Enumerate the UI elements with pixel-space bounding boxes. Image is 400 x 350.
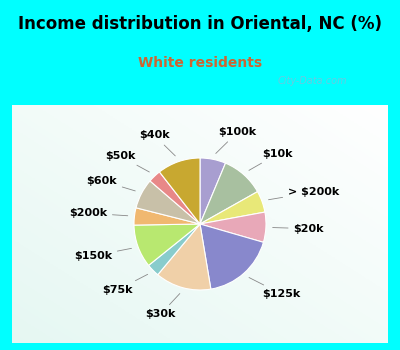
Wedge shape [158,224,211,290]
Text: $150k: $150k [74,248,132,261]
Bar [0,343,400,350]
Text: $30k: $30k [145,294,180,320]
Wedge shape [200,192,265,224]
Text: $40k: $40k [139,130,175,156]
Text: $200k: $200k [69,208,128,218]
Text: $10k: $10k [249,149,293,170]
Text: $60k: $60k [86,176,135,191]
Bar [0,0,400,105]
Text: $125k: $125k [249,278,300,299]
Wedge shape [134,208,200,225]
Text: $100k: $100k [216,127,256,153]
Wedge shape [148,224,200,275]
Text: City-Data.com: City-Data.com [277,76,347,85]
Wedge shape [136,181,200,224]
Text: $20k: $20k [273,224,324,234]
Wedge shape [134,224,200,265]
Wedge shape [200,158,226,224]
Wedge shape [200,212,266,242]
Text: > $200k: > $200k [268,187,339,200]
Wedge shape [150,172,200,224]
Wedge shape [160,158,200,224]
Text: Income distribution in Oriental, NC (%): Income distribution in Oriental, NC (%) [18,15,382,34]
Bar [0,0,12,350]
Text: $50k: $50k [105,151,149,172]
Wedge shape [200,224,264,289]
Wedge shape [200,163,258,224]
Bar [388,0,400,350]
Text: $75k: $75k [103,274,148,295]
Text: White residents: White residents [138,56,262,70]
